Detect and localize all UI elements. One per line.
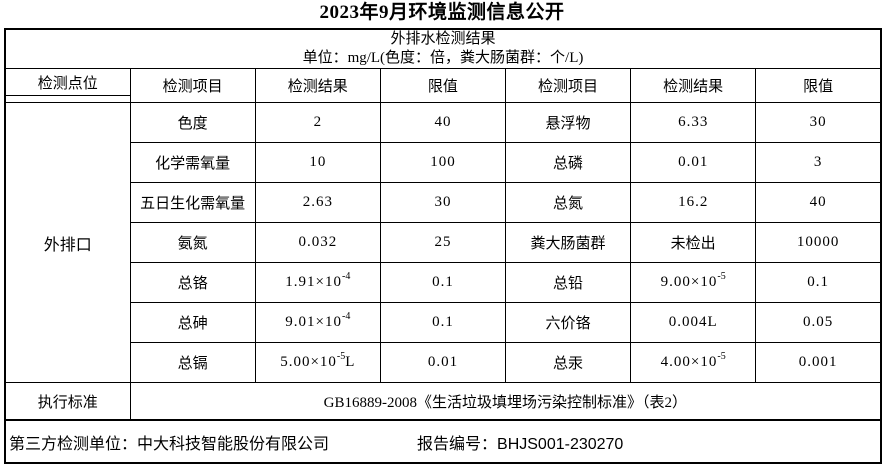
result-cell: 2.63 [254,182,381,223]
limit-cell: 0.1 [755,262,882,303]
third-party-unit: 第三方检测单位：中大科技智能股份有限公司 [9,430,417,454]
third-party-label: 第三方检测单位： [9,435,138,453]
result-cell: 5.00×10-5L [254,342,381,383]
limit-cell: 0.001 [755,342,882,383]
standard-value-cell: GB16889-2008《生活垃圾填埋场污染控制标准》（表2） [129,382,882,421]
page-title: 2023年9月环境监测信息公开 [319,2,565,23]
table-caption-row: 外排水检测结果 单位：mg/L(色度：倍，粪大肠菌群：个/L) [4,28,882,69]
item-cell: 化学需氧量 [129,142,256,183]
item-cell: 总砷 [129,302,256,343]
standard-row: 执行标准 GB16889-2008《生活垃圾填埋场污染控制标准》（表2） [4,382,882,421]
limit-cell: 3 [755,142,882,183]
result-value: 0.01 [678,154,709,170]
result-cell: 9.00×10-5 [630,262,757,303]
table-caption-title: 外排水检测结果 [390,31,496,47]
result-value: 0.004L [668,314,718,330]
header-cell-limit-left: 限值 [379,68,507,103]
limit-cell: 100 [379,142,507,183]
table-row: 外排口 色度 2 40 悬浮物 6.33 30 [4,102,882,383]
result-exponent: -5 [717,271,726,282]
table-row: 总铬 1.91×10-4 0.1 总铅 9.00×10-5 0.1 [5,262,882,303]
table-row: 化学需氧量 10 100 总磷 0.01 3 [5,142,882,183]
limit-cell: 40 [755,182,882,223]
result-cell: 4.00×10-5 [630,342,757,383]
item-cell: 氨氮 [129,222,256,263]
table-caption-cell: 外排水检测结果 单位：mg/L(色度：倍，粪大肠菌群：个/L) [4,28,882,69]
limit-cell: 25 [379,222,507,263]
monitoring-table: 外排水检测结果 单位：mg/L(色度：倍，粪大肠菌群：个/L) 检测点位 检测项… [4,28,882,464]
item-cell: 总汞 [504,342,632,383]
item-cell: 色度 [129,102,256,143]
report-label: 报告编号： [417,435,498,453]
report-number: 报告编号：BHJS001-230270 [417,430,623,454]
result-cell: 0.01 [630,142,757,183]
limit-cell: 0.05 [755,302,882,343]
limit-cell: 0.01 [379,342,507,383]
result-cell: 16.2 [630,182,757,223]
limit-cell: 40 [379,102,507,143]
result-exponent: -4 [342,311,351,322]
item-cell: 五日生化需氧量 [129,182,256,223]
limit-cell: 30 [755,102,882,143]
header-cell-limit-right: 限值 [755,68,882,103]
item-cell: 总氮 [504,182,632,223]
table-row: 氨氮 0.032 25 粪大肠菌群 未检出 10000 [5,222,882,263]
header-cell-result-left: 检测结果 [254,68,381,103]
result-cell: 1.91×10-4 [254,262,381,303]
item-cell: 粪大肠菌群 [504,222,632,263]
header-cell-item-right: 检测项目 [504,68,632,103]
standard-label-cell: 执行标准 [4,382,131,421]
result-exponent: -4 [342,271,351,282]
table-row: 总镉 5.00×10-5L 0.01 总汞 4.00×10-5 0.001 [5,342,882,383]
header-cell-result-right: 检测结果 [630,68,757,103]
result-cell: 6.33 [630,102,757,143]
item-cell: 六价铬 [504,302,632,343]
item-cell: 悬浮物 [504,102,632,143]
result-value: 5.00×10 [280,354,337,370]
limit-cell: 30 [379,182,507,223]
item-cell: 总铬 [129,262,256,303]
item-cell: 总铅 [504,262,632,303]
result-value: 2.63 [302,194,333,210]
result-suffix: L [345,354,356,370]
table-caption-units: 单位：mg/L(色度：倍，粪大肠菌群：个/L) [302,50,584,66]
table-row: 总砷 9.01×10-4 0.1 六价铬 0.004L 0.05 [5,302,882,343]
result-value: 4.00×10 [660,354,718,370]
result-cell: 0.004L [630,302,757,343]
result-value: 未检出 [670,236,716,252]
header-cell-item-left: 检测项目 [129,68,256,103]
header-cell-site: 检测点位 [4,68,131,96]
limit-cell: 0.1 [379,302,507,343]
result-exponent: -5 [717,351,726,362]
report-value: BHJS001-230270 [497,435,624,453]
item-cell: 总磷 [504,142,632,183]
table-row: 五日生化需氧量 2.63 30 总氮 16.2 40 [5,182,882,223]
result-value: 10 [309,154,327,170]
result-value: 0.032 [298,234,338,250]
result-exponent: -5 [336,351,346,362]
result-value: 16.2 [678,194,709,210]
table-header-row: 检测点位 检测项目 检测结果 限值 检测项目 检测结果 限值 [4,68,882,103]
limit-cell: 10000 [755,222,882,263]
result-value: 1.91×10 [285,274,342,290]
result-value: 9.00×10 [660,274,718,290]
result-value: 9.01×10 [285,314,342,330]
result-cell: 0.032 [254,222,381,263]
result-cell: 2 [254,102,381,143]
result-value: 2 [313,114,323,130]
third-party-value: 中大科技智能股份有限公司 [137,435,330,453]
item-cell: 总镉 [129,342,256,383]
footer-cell: 第三方检测单位：中大科技智能股份有限公司 报告编号：BHJS001-230270 [4,419,882,464]
result-value: 6.33 [678,114,709,130]
result-cell: 未检出 [630,222,757,263]
limit-cell: 0.1 [379,262,507,303]
footer-row: 第三方检测单位：中大科技智能股份有限公司 报告编号：BHJS001-230270 [4,419,882,464]
result-cell: 10 [254,142,381,183]
result-cell: 9.01×10-4 [254,302,381,343]
header-spacer-cell [4,95,131,103]
site-cell: 外排口 [4,102,131,383]
